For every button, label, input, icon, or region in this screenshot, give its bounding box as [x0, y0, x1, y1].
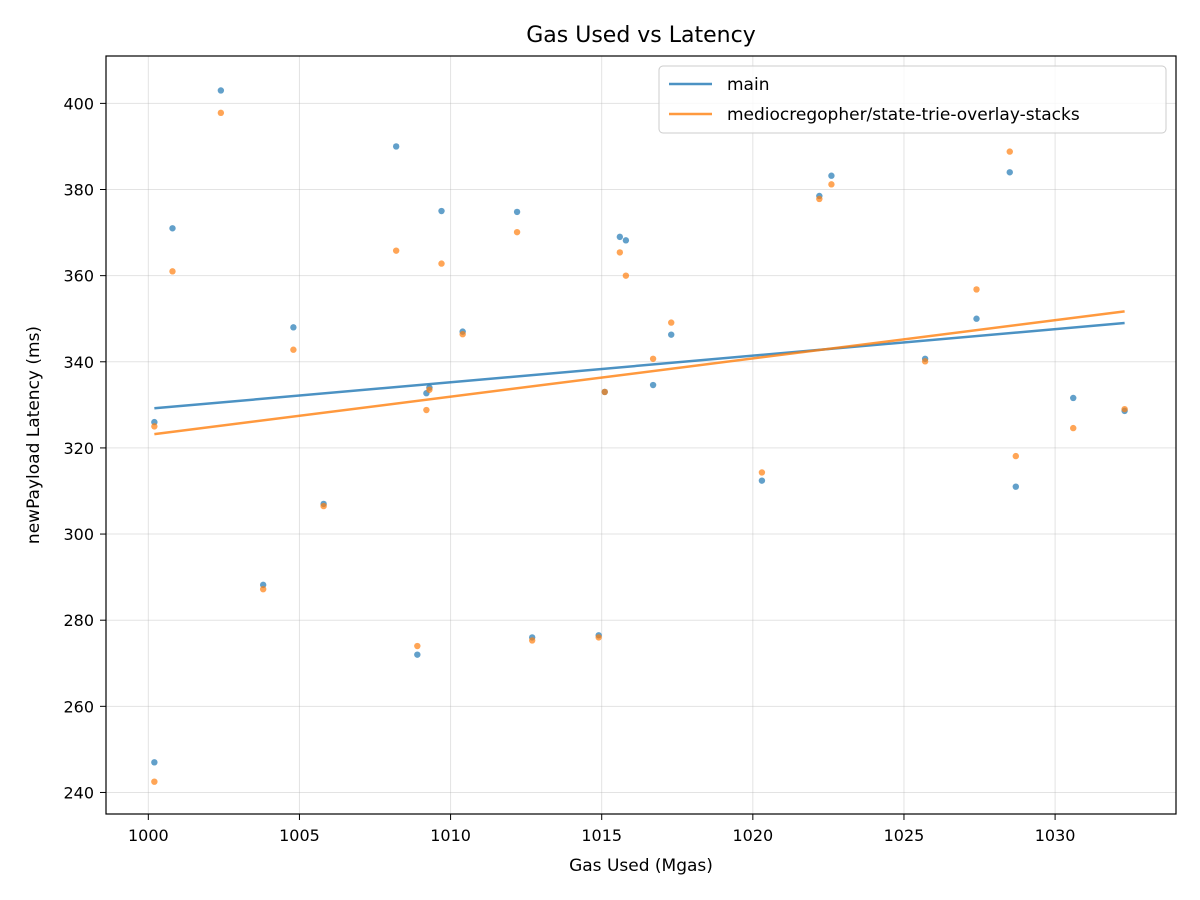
x-tick-label: 1025 [884, 826, 925, 845]
y-tick-label: 300 [63, 525, 94, 544]
y-tick-label: 340 [63, 353, 94, 372]
trend-lines [154, 310, 1125, 436]
data-point-branch [649, 355, 657, 362]
data-point-main [973, 315, 980, 322]
data-point-main [828, 172, 835, 179]
data-point-main [392, 143, 400, 150]
y-tick-label: 380 [63, 181, 94, 200]
data-point-branch [414, 642, 421, 650]
x-tick-label: 1010 [430, 826, 471, 845]
data-point-branch [622, 272, 630, 279]
data-points [151, 87, 1128, 785]
y-tick-label: 260 [63, 697, 94, 716]
data-point-branch [259, 585, 267, 593]
trend-line-branch [154, 310, 1125, 436]
data-point-branch [151, 778, 158, 785]
y-tick-label: 280 [63, 611, 94, 630]
y-tick-label: 400 [63, 94, 94, 113]
data-point-main [151, 759, 158, 766]
y-tick-label: 320 [63, 439, 94, 458]
data-point-main [668, 331, 675, 338]
legend-label-main: main [727, 75, 769, 95]
data-point-main [1006, 169, 1013, 176]
data-point-branch [758, 469, 766, 476]
data-point-branch [1006, 148, 1013, 155]
y-tick-label: 360 [63, 267, 94, 286]
data-point-branch [169, 268, 176, 275]
data-point-main [169, 225, 176, 232]
trend-line-main [154, 321, 1125, 410]
x-tick-label: 1020 [732, 826, 773, 845]
data-point-main [622, 237, 630, 244]
data-point-main [758, 477, 766, 484]
data-point-main [438, 207, 445, 215]
data-point-branch [290, 346, 297, 353]
data-point-branch [459, 331, 466, 338]
data-point-branch [438, 260, 445, 267]
x-tick-label: 1015 [581, 826, 622, 845]
data-point-branch [828, 181, 835, 188]
data-point-main [1070, 394, 1077, 402]
data-point-branch [320, 502, 327, 510]
x-tick-label: 1000 [128, 826, 169, 845]
data-point-branch [921, 358, 929, 365]
data-point-branch [151, 423, 158, 430]
data-point-branch [1070, 424, 1077, 432]
x-tick-label: 1030 [1035, 826, 1076, 845]
legend-label-branch: mediocregopher/state-trie-overlay-stacks [727, 105, 1080, 125]
chart-title: Gas Used vs Latency [526, 23, 755, 48]
data-point-main [290, 324, 297, 331]
data-point-branch [616, 249, 624, 256]
data-point-main [414, 651, 421, 658]
data-point-branch [426, 386, 433, 393]
x-axis: 1000 1005 1010 1015 1020 1025 1030 [128, 814, 1075, 845]
x-tick-label: 1005 [279, 826, 320, 845]
legend-box [658, 65, 1167, 134]
data-point-main [513, 208, 521, 216]
grid-lines [106, 56, 1176, 814]
data-point-branch [217, 109, 225, 117]
x-axis-label: Gas Used (Mgas) [569, 856, 713, 876]
y-tick-label: 240 [63, 783, 94, 802]
data-point-branch [423, 406, 430, 414]
data-point-branch [816, 195, 823, 203]
data-point-branch [668, 319, 675, 326]
data-point-branch [513, 228, 521, 236]
data-point-branch [595, 634, 602, 641]
data-point-main [649, 381, 657, 389]
data-point-main [217, 87, 225, 94]
y-axis: 240 260 280 300 320 340 360 380 400 [63, 94, 106, 802]
data-point-branch [1121, 405, 1128, 413]
data-point-branch [601, 388, 608, 396]
data-point-main [616, 233, 624, 241]
data-point-branch [528, 637, 536, 644]
data-point-main [1012, 483, 1020, 490]
plot-frame [105, 55, 1177, 815]
data-point-branch [1012, 452, 1020, 460]
legend: main mediocregopher/state-trie-overlay-s… [658, 65, 1167, 134]
data-point-branch [392, 247, 400, 254]
y-axis-label: newPayload Latency (ms) [24, 326, 44, 544]
data-point-branch [973, 286, 980, 293]
